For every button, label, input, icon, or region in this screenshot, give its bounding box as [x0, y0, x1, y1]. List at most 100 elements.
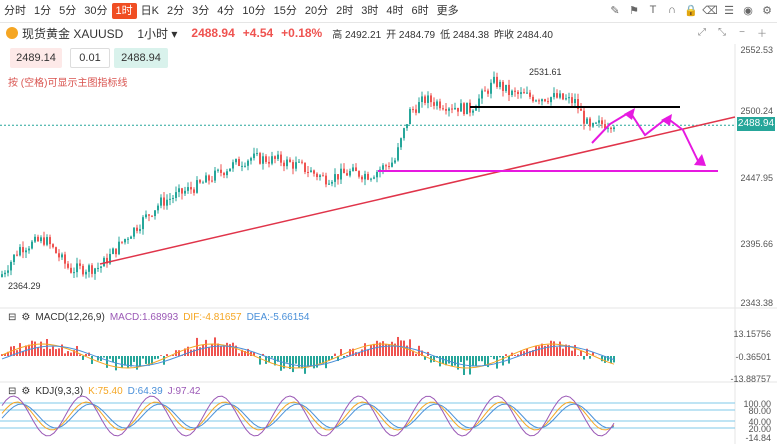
- candle-body: [241, 165, 243, 167]
- candle-body: [604, 124, 606, 129]
- candle-body: [88, 265, 90, 272]
- settings-icon[interactable]: ⚙: [21, 386, 31, 397]
- candle-body: [424, 96, 426, 103]
- candle-body: [235, 159, 237, 163]
- candle-body: [337, 174, 339, 180]
- price-tick: 2343.38: [740, 298, 773, 308]
- timeframe-3[interactable]: 30分: [84, 5, 108, 17]
- macd-bar: [13, 345, 15, 356]
- candle-body: [124, 239, 126, 243]
- candle-body: [328, 183, 330, 185]
- timeframe-12[interactable]: 2时: [336, 5, 354, 17]
- timeframe-7[interactable]: 3分: [192, 5, 210, 17]
- candle-body: [172, 197, 174, 199]
- minus-icon[interactable]: −: [739, 26, 745, 38]
- plus-icon[interactable]: ＋: [757, 28, 767, 40]
- candle-body: [493, 76, 495, 83]
- lot-input[interactable]: 0.01: [70, 48, 110, 68]
- lock-icon[interactable]: 🔒: [684, 4, 698, 17]
- candle-body: [139, 229, 141, 231]
- timeframe-6[interactable]: 2分: [166, 5, 185, 17]
- candle-body: [301, 161, 303, 163]
- dea-value: DEA:-5.66154: [246, 312, 310, 323]
- candle-body: [289, 159, 291, 163]
- macd-bar: [49, 348, 51, 356]
- period-select[interactable]: 1小时 ▾: [137, 26, 178, 41]
- timeframe-10[interactable]: 15分: [273, 5, 297, 17]
- candle-body: [253, 153, 255, 159]
- candle-body: [211, 180, 213, 182]
- timeframe-9[interactable]: 10分: [242, 5, 266, 17]
- candle-body: [358, 171, 360, 177]
- timeframe-1[interactable]: 1分: [34, 5, 52, 17]
- timeframe-8[interactable]: 4分: [217, 5, 235, 17]
- macd-bar: [466, 356, 468, 361]
- macd-bar: [259, 356, 261, 365]
- eye-icon[interactable]: ◉: [743, 4, 753, 17]
- timeframe-14[interactable]: 4时: [386, 5, 404, 17]
- collapse-icon[interactable]: ⊟: [8, 386, 17, 397]
- layers-icon[interactable]: ☰: [724, 4, 734, 17]
- macd-bar: [229, 344, 231, 356]
- candle-body: [334, 174, 336, 182]
- macd-bar: [43, 348, 45, 356]
- candle-body: [271, 156, 273, 164]
- candle-body: [16, 254, 18, 256]
- sell-price-box[interactable]: 2489.14: [10, 48, 62, 68]
- pen-icon[interactable]: ✎: [610, 4, 620, 17]
- candle-body: [430, 95, 432, 103]
- buy-price-box[interactable]: 2488.94: [114, 48, 168, 68]
- macd-bar: [382, 341, 384, 356]
- expand-icon[interactable]: ⤢: [698, 26, 706, 38]
- macd-bar: [103, 356, 105, 358]
- settings-icon[interactable]: ⚙: [762, 4, 772, 17]
- macd-bar: [61, 344, 63, 356]
- settings-icon[interactable]: ⚙: [21, 312, 31, 323]
- candle-body: [418, 102, 420, 113]
- timeframe-5[interactable]: 日K: [140, 5, 159, 17]
- last-price: 2488.94: [191, 26, 235, 40]
- text-icon[interactable]: T: [649, 4, 657, 16]
- macd-bar: [64, 353, 66, 356]
- candle-body: [541, 99, 543, 102]
- candle-body: [58, 253, 60, 258]
- timeframe-15[interactable]: 6时: [411, 5, 429, 17]
- macd-bar: [538, 346, 540, 356]
- shrink-icon[interactable]: ⤡: [718, 26, 726, 38]
- timeframe-13[interactable]: 3时: [361, 5, 379, 17]
- candle-body: [286, 159, 288, 167]
- timeframe-4[interactable]: 1时: [111, 3, 137, 19]
- macd-bar: [544, 345, 546, 356]
- timeframe-11[interactable]: 20分: [304, 5, 329, 17]
- macd-bar: [310, 356, 312, 366]
- macd-bar: [478, 356, 480, 362]
- candle-body: [319, 175, 321, 178]
- symbol-name[interactable]: 现货黄金 XAUUSD: [22, 26, 124, 41]
- macd-bar: [424, 356, 426, 360]
- macd-bar: [328, 356, 330, 361]
- eraser-icon[interactable]: ⌫: [702, 4, 718, 17]
- candle-body: [148, 214, 150, 216]
- timeframe-0[interactable]: 分时: [4, 5, 26, 17]
- candle-body: [70, 267, 72, 273]
- timeframe-2[interactable]: 5分: [59, 5, 77, 17]
- candle-body: [40, 237, 42, 242]
- macd-bar: [604, 356, 606, 363]
- macd-bar: [202, 344, 204, 356]
- macd-bar: [160, 355, 162, 356]
- candle-body: [550, 97, 552, 103]
- arrow-head: [661, 114, 672, 126]
- candle-body: [505, 84, 507, 91]
- collapse-icon[interactable]: ⊟: [8, 312, 17, 323]
- macd-bar: [349, 349, 351, 356]
- timeframe-16[interactable]: 更多: [436, 5, 459, 17]
- magnet-icon[interactable]: ∩: [668, 4, 676, 16]
- macd-bar: [268, 356, 270, 363]
- candle-body: [55, 247, 57, 254]
- macd-bar: [223, 346, 225, 356]
- flag-icon[interactable]: ⚑: [629, 4, 639, 17]
- candle-body: [568, 97, 570, 99]
- candle-body: [232, 162, 234, 169]
- candle-body: [43, 237, 45, 245]
